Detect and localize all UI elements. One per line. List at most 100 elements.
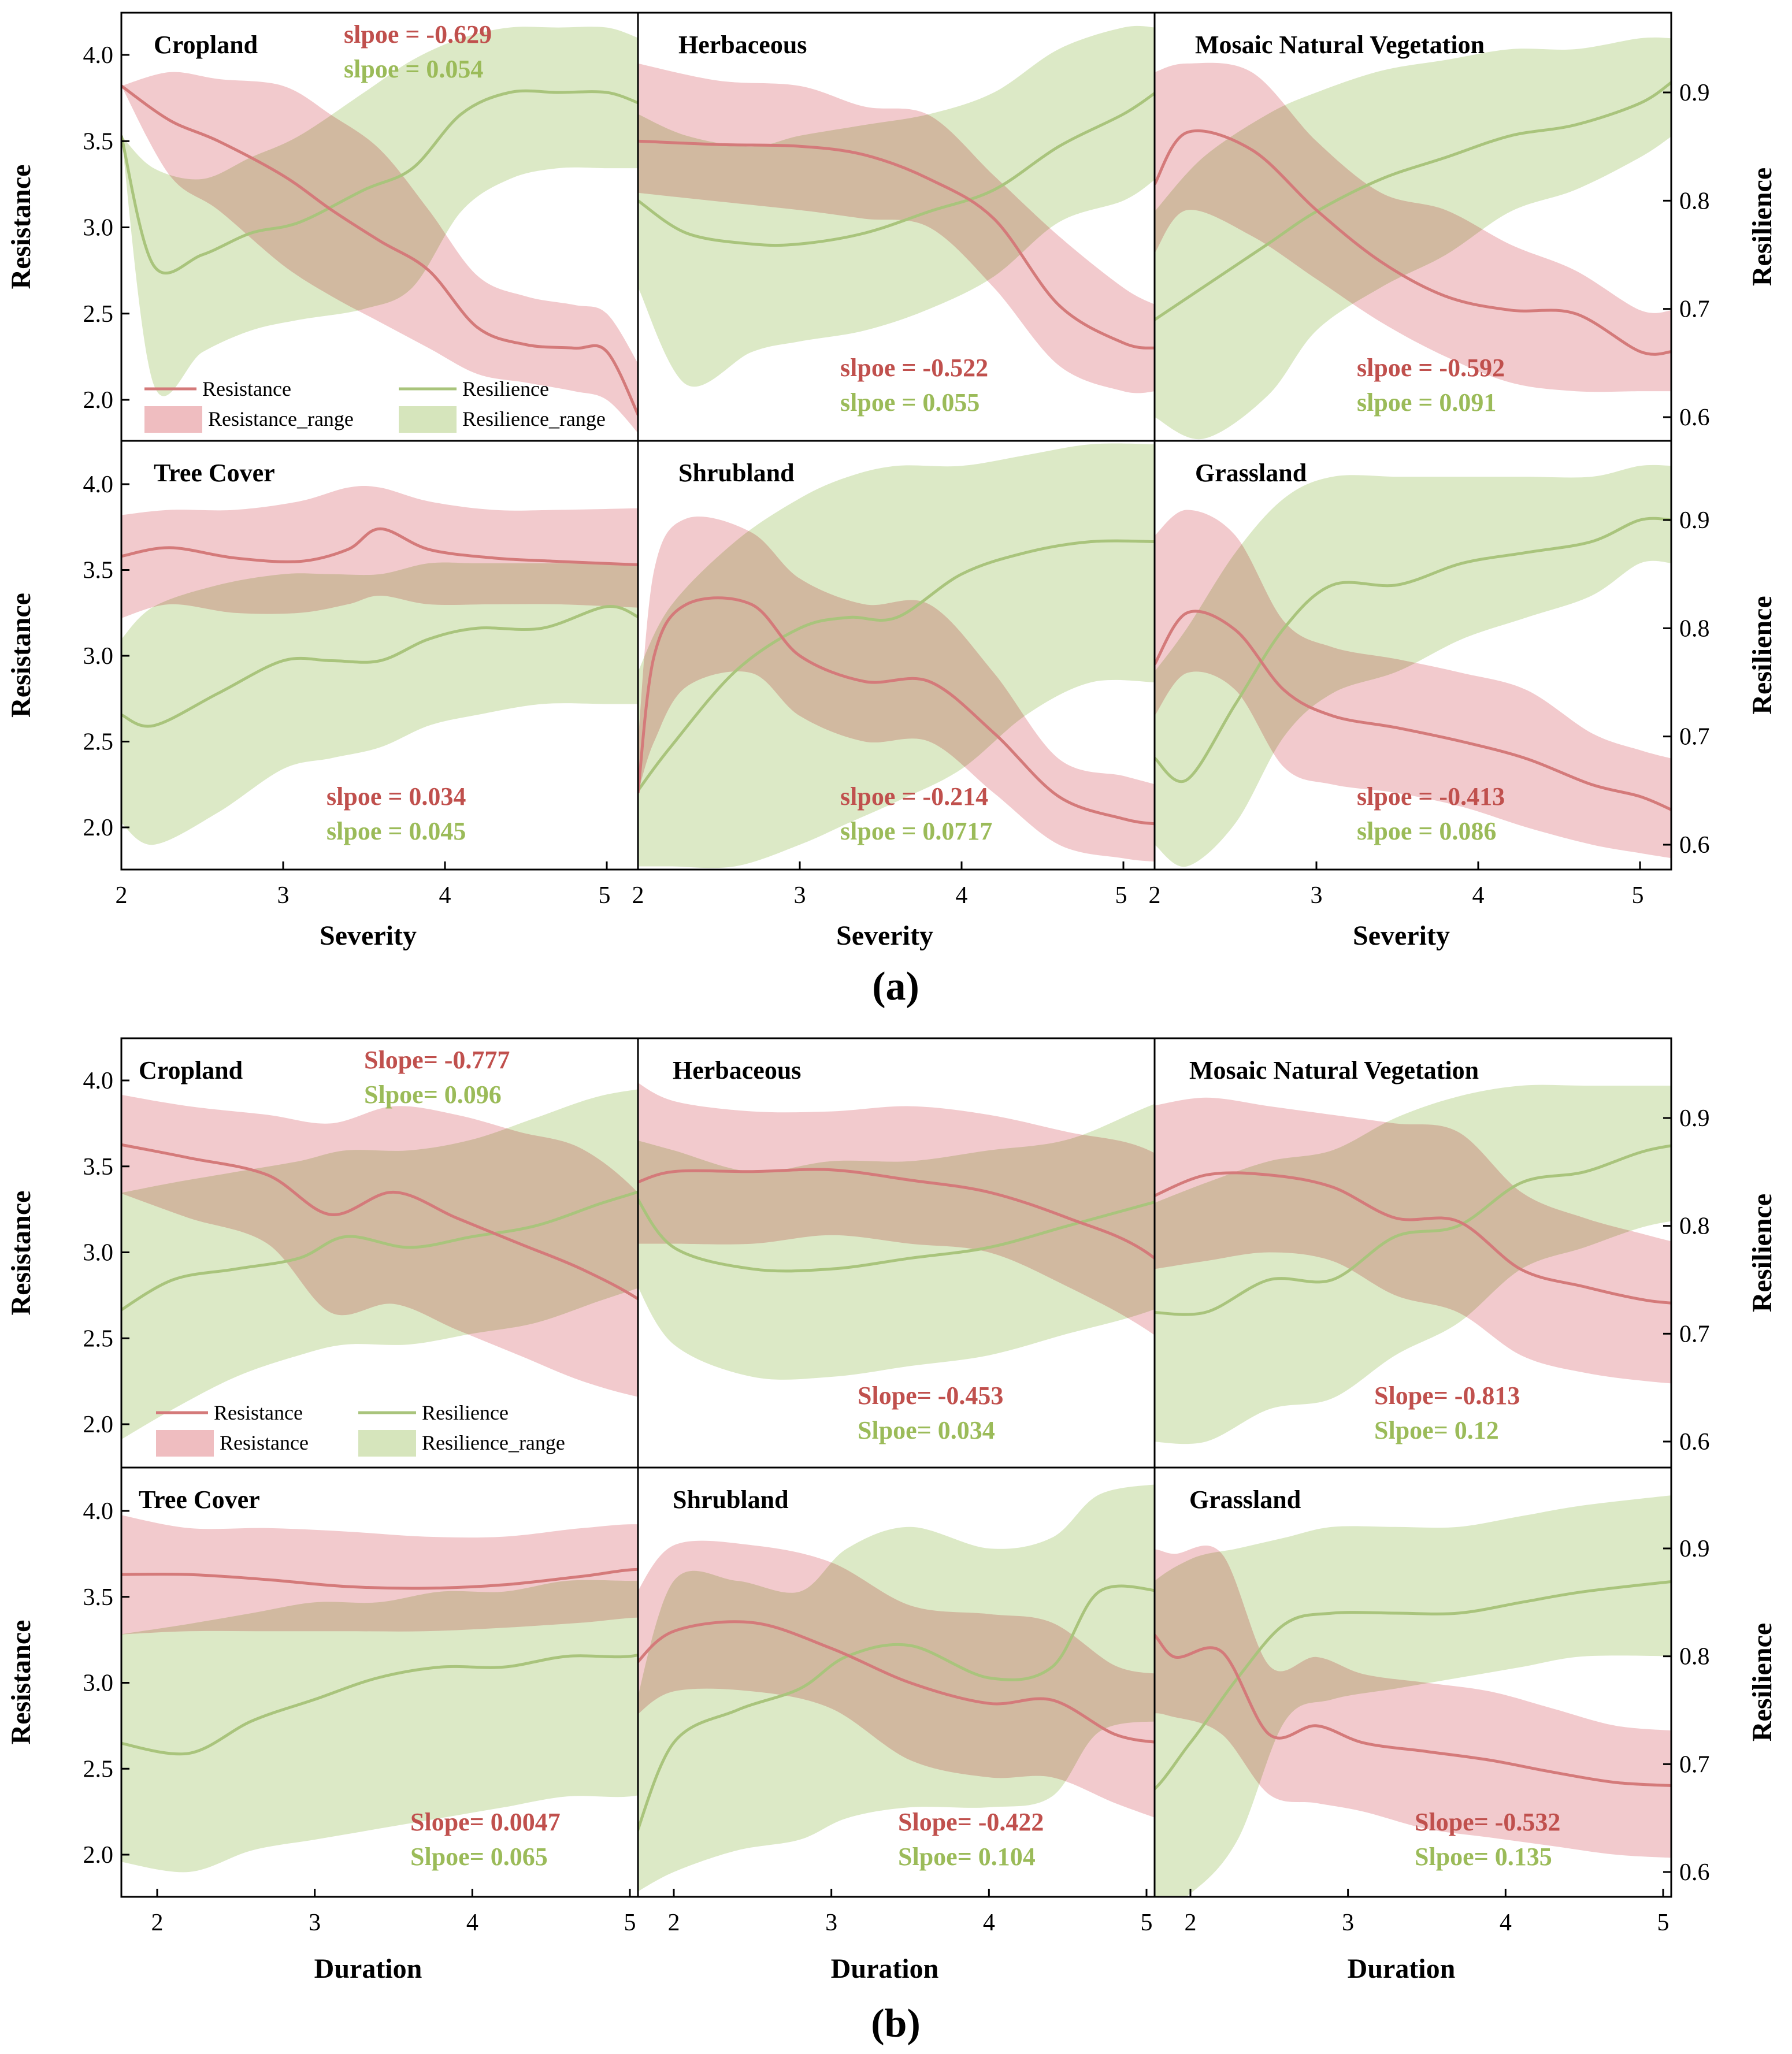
resilience-line (638, 1584, 1155, 1834)
legend-resilience-range-label: Resilience_range (422, 1431, 565, 1454)
y-tick-label-right: 0.6 (1679, 832, 1710, 859)
x-tick-label: 3 (794, 882, 806, 909)
y-tick-label-right: 0.9 (1679, 1536, 1710, 1562)
slope-resistance-label: slpoe = -0.629 (344, 20, 492, 49)
panel-herbaceous (638, 1082, 1155, 1380)
resilience-line (121, 89, 638, 275)
panel-title: Mosaic Natural Vegetation (1195, 31, 1485, 59)
y-tick-label-right: 0.9 (1679, 1105, 1710, 1132)
slope-resilience-label: slpoe = 0.086 (1357, 817, 1496, 845)
x-axis-title: Duration (1348, 1953, 1456, 1984)
resistance-line (1155, 1171, 1671, 1305)
panel-shrubland (638, 1484, 1155, 1892)
resistance-line (121, 84, 638, 418)
panel-tree-cover (121, 1515, 638, 1873)
resistance-range-band (121, 1515, 638, 1635)
resilience-line (121, 1190, 638, 1312)
y-tick-label-right: 0.6 (1679, 1429, 1710, 1455)
slope-resilience-label: Slpoe= 0.034 (858, 1416, 995, 1444)
x-tick-label: 3 (277, 882, 290, 909)
x-tick-label: 5 (1115, 882, 1127, 909)
resilience-line (638, 539, 1155, 792)
resilience-line (638, 1196, 1155, 1273)
y-axis-title-left: Resistance (6, 1191, 36, 1316)
slope-resilience-label: slpoe = 0.091 (1357, 388, 1496, 417)
y-tick-label-right: 0.7 (1679, 1321, 1710, 1347)
panel-title: Grassland (1189, 1485, 1301, 1514)
legend: Resistance Resistance Resilience Resilience… (156, 1401, 565, 1457)
y-tick-label-right: 0.8 (1679, 1644, 1710, 1670)
x-tick-label: 5 (1657, 1910, 1669, 1936)
figure-label-b: (b) (871, 2001, 921, 2046)
resistance-line (638, 139, 1155, 350)
y-tick-label-left: 2.5 (83, 1325, 114, 1352)
resistance-line (638, 1620, 1155, 1744)
slope-resilience-label: Slpoe= 0.135 (1415, 1843, 1552, 1871)
panel-herbaceous (638, 25, 1155, 393)
slope-resistance-label: Slope= 0.0047 (410, 1808, 561, 1836)
slope-resistance-label: Slope= -0.777 (364, 1046, 510, 1074)
legend-resilience-range-label: Resilience_range (462, 407, 606, 430)
resistance-line (1155, 610, 1671, 812)
x-tick-label: 2 (116, 882, 128, 909)
y-axis-title-left: Resistance (6, 165, 36, 289)
legend-resistance-range-swatch (156, 1430, 214, 1457)
resilience-range-band (121, 1580, 638, 1873)
x-tick-label: 2 (151, 1910, 164, 1936)
y-tick-label-left: 4.0 (83, 1498, 114, 1525)
x-tick-label: 3 (309, 1910, 321, 1936)
legend-resistance-label: Resistance (202, 377, 291, 400)
resistance-line (121, 1143, 638, 1301)
panel-title: Herbaceous (673, 1056, 801, 1084)
resistance-range-band (638, 1082, 1155, 1335)
resistance-line (121, 1568, 638, 1590)
panel-title: Shrubland (673, 1485, 789, 1514)
y-tick-label-left: 2.0 (83, 815, 114, 841)
resistance-range-band (638, 517, 1155, 862)
x-tick-label: 4 (983, 1910, 995, 1936)
resilience-range-band (121, 562, 638, 845)
x-axis-title: Severity (320, 920, 417, 951)
x-tick-label: 2 (668, 1910, 680, 1936)
y-tick-label-right: 0.9 (1679, 507, 1710, 534)
y-tick-label-right: 0.8 (1679, 615, 1710, 642)
resistance-range-band (1155, 510, 1671, 859)
x-tick-label: 2 (1149, 882, 1161, 909)
panel-frame (1153, 440, 1672, 871)
resistance-range-band (1155, 1546, 1671, 1858)
panel-mosaic-natural-vegetation (1155, 1084, 1671, 1444)
panel-tree-cover (121, 485, 638, 845)
slope-resilience-label: slpoe = 0.054 (344, 55, 483, 83)
panel-title: Mosaic Natural Vegetation (1189, 1056, 1479, 1084)
slope-resistance-label: slpoe = -0.214 (840, 782, 988, 811)
slope-resilience-label: Slpoe= 0.096 (364, 1080, 502, 1109)
panel-grassland (1155, 465, 1671, 867)
x-tick-label: 4 (466, 1910, 478, 1936)
resistance-line (638, 596, 1155, 826)
resilience-line (638, 91, 1155, 247)
slope-resilience-label: slpoe = 0.0717 (840, 817, 992, 845)
y-tick-label-left: 3.5 (83, 1584, 114, 1611)
slope-resistance-label: slpoe = 0.034 (327, 782, 466, 811)
x-tick-label: 4 (1500, 1910, 1512, 1936)
panel-title: Shrubland (678, 459, 795, 487)
resilience-line (1155, 1580, 1671, 1791)
y-tick-label-left: 2.0 (83, 1412, 114, 1438)
resistance-range-band (1155, 1097, 1671, 1384)
x-tick-label: 2 (1185, 1910, 1197, 1936)
slope-resistance-label: slpoe = -0.592 (1357, 354, 1505, 382)
resilience-line (121, 605, 638, 728)
y-tick-label-right: 0.7 (1679, 724, 1710, 751)
y-tick-label-left: 4.0 (83, 471, 114, 498)
resistance-line (1155, 129, 1671, 356)
legend-resistance-range-swatch (144, 406, 202, 433)
y-tick-label-right: 0.9 (1679, 80, 1710, 106)
y-tick-label-left: 2.0 (83, 387, 114, 414)
x-axis-title: Severity (1353, 920, 1450, 951)
slope-resilience-label: Slpoe= 0.104 (898, 1843, 1036, 1871)
x-tick-label: 2 (632, 882, 644, 909)
y-axis-title-right: Resilience (1747, 596, 1778, 714)
y-tick-label-left: 2.5 (83, 301, 114, 328)
slope-resistance-label: slpoe = -0.522 (840, 354, 988, 382)
